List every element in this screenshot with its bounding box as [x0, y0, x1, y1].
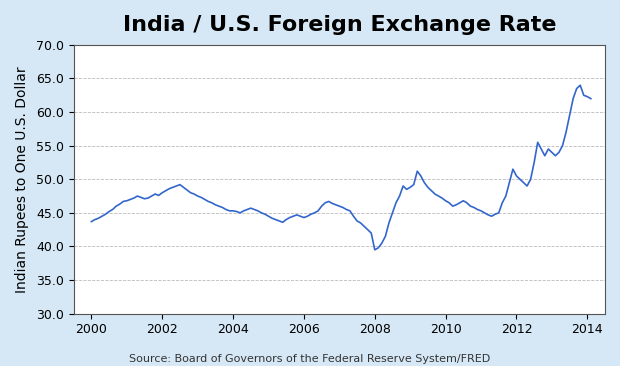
Title: India / U.S. Foreign Exchange Rate: India / U.S. Foreign Exchange Rate: [123, 15, 556, 35]
Text: Source: Board of Governors of the Federal Reserve System/FRED: Source: Board of Governors of the Federa…: [130, 354, 490, 364]
Y-axis label: Indian Rupees to One U.S. Dollar: Indian Rupees to One U.S. Dollar: [15, 66, 29, 292]
